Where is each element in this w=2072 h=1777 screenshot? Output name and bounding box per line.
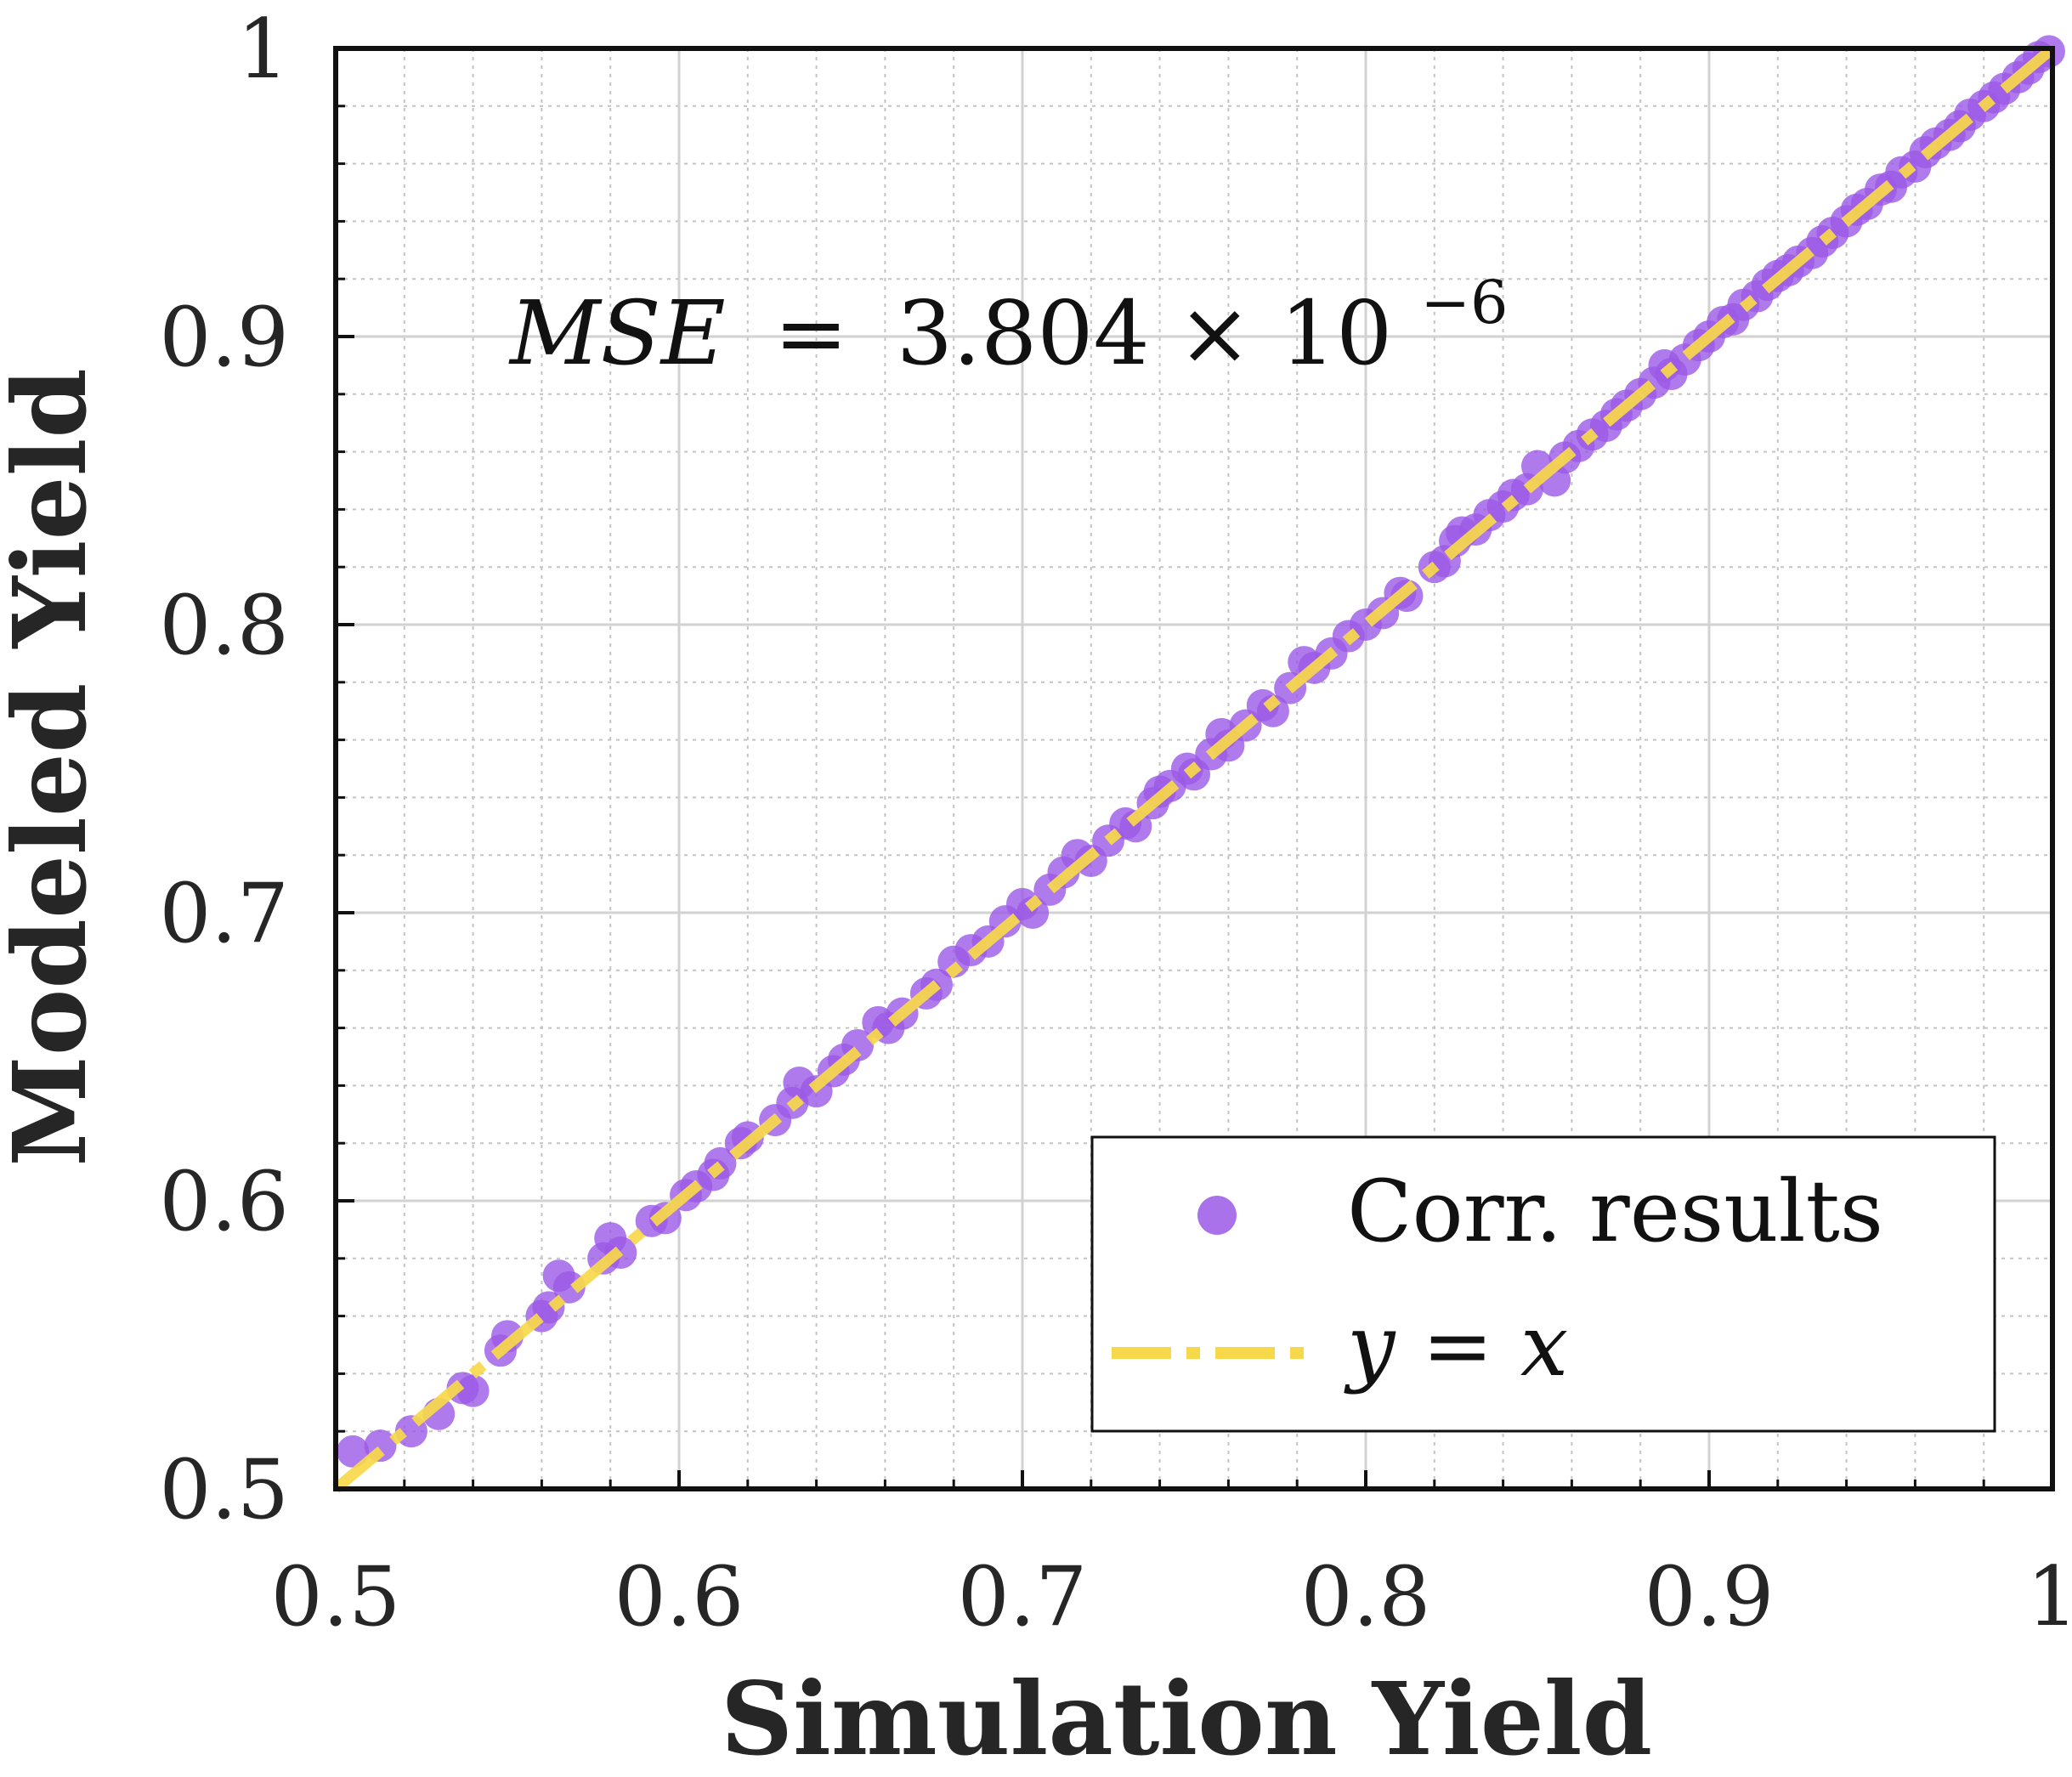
data-point: [456, 1374, 490, 1407]
reference-line: [331, 44, 2057, 1493]
x-tick-label: 1: [2026, 1549, 2072, 1644]
legend-label-scatter: Corr. results: [1347, 1162, 1883, 1261]
x-tick-label: 0.5: [271, 1549, 401, 1644]
y-tick-label: 0.7: [159, 866, 289, 961]
tick-marks: [334, 47, 2054, 1491]
mse-lhs: MSE: [508, 281, 726, 385]
plot-frame: [333, 46, 2055, 1491]
data-point: [337, 1435, 370, 1468]
y-tick-label: 0.8: [159, 578, 289, 673]
x-tick-label: 0.9: [1645, 1549, 1775, 1644]
x-tick-label: 0.6: [614, 1549, 744, 1644]
x-tick-label: 0.8: [1301, 1549, 1431, 1644]
mse-annotation: MSE = 3.804 × 10 −6: [508, 268, 1509, 385]
x-tick-labels: 0.5 0.6 0.7 0.8 0.9 1: [271, 1549, 2072, 1644]
legend-marker-scatter: [1197, 1196, 1237, 1235]
data-point: [1016, 897, 1050, 929]
legend-label-line-eq: =: [1422, 1296, 1520, 1395]
mse-eq: =: [774, 281, 848, 385]
y-tick-label: 0.9: [159, 290, 289, 385]
x-tick-label: 0.7: [958, 1549, 1088, 1644]
legend-label-line-x: x: [1520, 1296, 1568, 1395]
legend-label-line: y = x: [1344, 1296, 1568, 1395]
y-tick-label: 0.6: [159, 1154, 289, 1249]
mse-exponent: −6: [1420, 268, 1508, 337]
x-axis-title: Simulation Yield: [721, 1660, 1652, 1777]
y-tick-label: 1: [237, 2, 289, 97]
y-axis-title: Modeled Yield: [0, 368, 109, 1167]
y-equals-x-line: [331, 44, 2057, 1493]
legend-box: [1090, 1135, 1996, 1433]
mse-value: 3.804 × 10: [897, 281, 1392, 385]
legend: Corr. results y = x: [1090, 1135, 1996, 1433]
y-tick-labels: 0.5 0.6 0.7 0.8 0.9 1: [159, 2, 289, 1537]
legend-label-line-y: y: [1344, 1296, 1396, 1395]
y-tick-label: 0.5: [159, 1442, 289, 1537]
